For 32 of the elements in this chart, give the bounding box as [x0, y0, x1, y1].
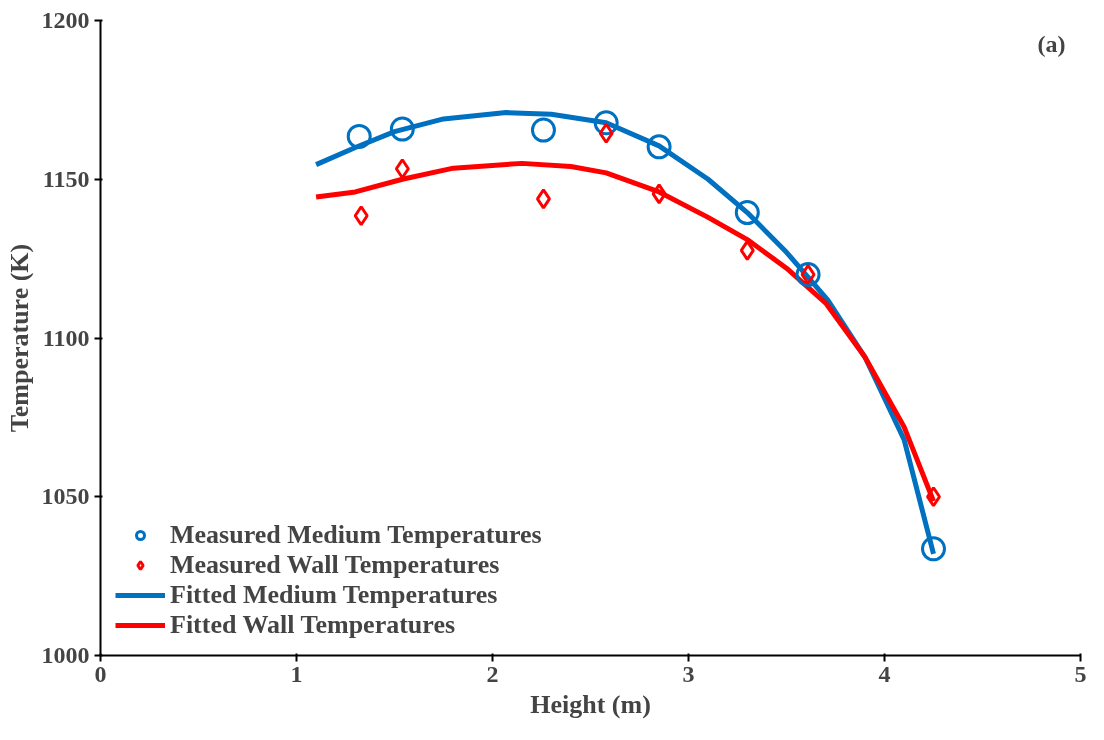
- annotation: (a): [1037, 30, 1066, 57]
- point: [921, 536, 946, 562]
- point: [598, 122, 614, 144]
- y-tick-label: 1000: [41, 642, 90, 668]
- point: [739, 239, 755, 261]
- point: [389, 116, 415, 142]
- y-tick-label: 1150: [42, 165, 90, 192]
- x-tick-label: 0: [94, 660, 107, 687]
- legend-label: Measured Medium Temperatures: [170, 520, 542, 550]
- y-axis-title: Temperature (K): [4, 243, 34, 433]
- x-tick-label: 1: [290, 660, 303, 687]
- point: [394, 158, 410, 180]
- x-tick-label: 5: [1074, 660, 1087, 687]
- y-tick-label: 1050: [41, 483, 90, 510]
- point: [535, 188, 551, 210]
- legend-label: Measured Wall Temperatures: [170, 550, 500, 580]
- point: [530, 117, 556, 143]
- point: [353, 205, 369, 227]
- x-tick-label: 4: [878, 660, 891, 687]
- point: [646, 134, 672, 160]
- point: [346, 123, 372, 149]
- point: [734, 200, 760, 226]
- point: [651, 183, 667, 205]
- y-tick-label: 1100: [42, 324, 90, 351]
- x-axis-title: Height (m): [530, 689, 651, 719]
- legend-label: Fitted Wall Temperatures: [170, 610, 456, 640]
- legend-label: Fitted Medium Temperatures: [170, 580, 498, 610]
- point: [593, 110, 619, 136]
- y-tick-label: 1200: [41, 7, 90, 33]
- x-tick-label: 2: [486, 660, 499, 687]
- point: [795, 262, 821, 287]
- x-tick-label: 3: [682, 660, 695, 687]
